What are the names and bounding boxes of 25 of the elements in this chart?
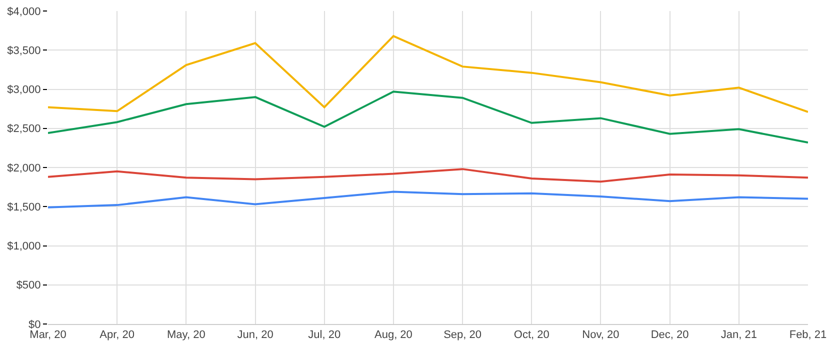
y-tick-label: $3,500 <box>7 44 41 57</box>
y-tick-label: $2,000 <box>7 162 41 174</box>
y-tick-label: $1,500 <box>7 201 41 214</box>
x-tick-label: Dec, 20 <box>650 329 689 342</box>
y-tick-label: $3,000 <box>7 84 41 96</box>
x-tick-label: Jun, 20 <box>237 329 274 342</box>
x-tick-label: Jul, 20 <box>308 329 341 342</box>
x-tick-label: Nov, 20 <box>582 329 620 342</box>
line-series <box>48 168 808 183</box>
x-tick-label: Sep, 20 <box>444 329 482 342</box>
y-tick-label: $0 <box>28 318 41 331</box>
x-tick-label: Jan, 21 <box>720 329 757 342</box>
y-tick-label: $500 <box>16 280 41 292</box>
line-series <box>48 90 808 144</box>
y-tick-label: $2,500 <box>7 123 41 136</box>
x-tick-label: Aug, 20 <box>374 329 412 342</box>
x-tick-label: Feb, 21 <box>789 329 827 342</box>
x-tick-label: Oct, 20 <box>514 329 550 342</box>
x-tick-label: May, 20 <box>167 329 206 342</box>
x-tick-label: Apr, 20 <box>100 329 135 342</box>
line-series <box>48 190 808 208</box>
line-series <box>48 35 808 113</box>
x-tick-label: Mar, 20 <box>30 329 66 342</box>
y-tick-label: $4,000 <box>7 6 41 18</box>
y-tick-label: $1,000 <box>7 240 41 253</box>
